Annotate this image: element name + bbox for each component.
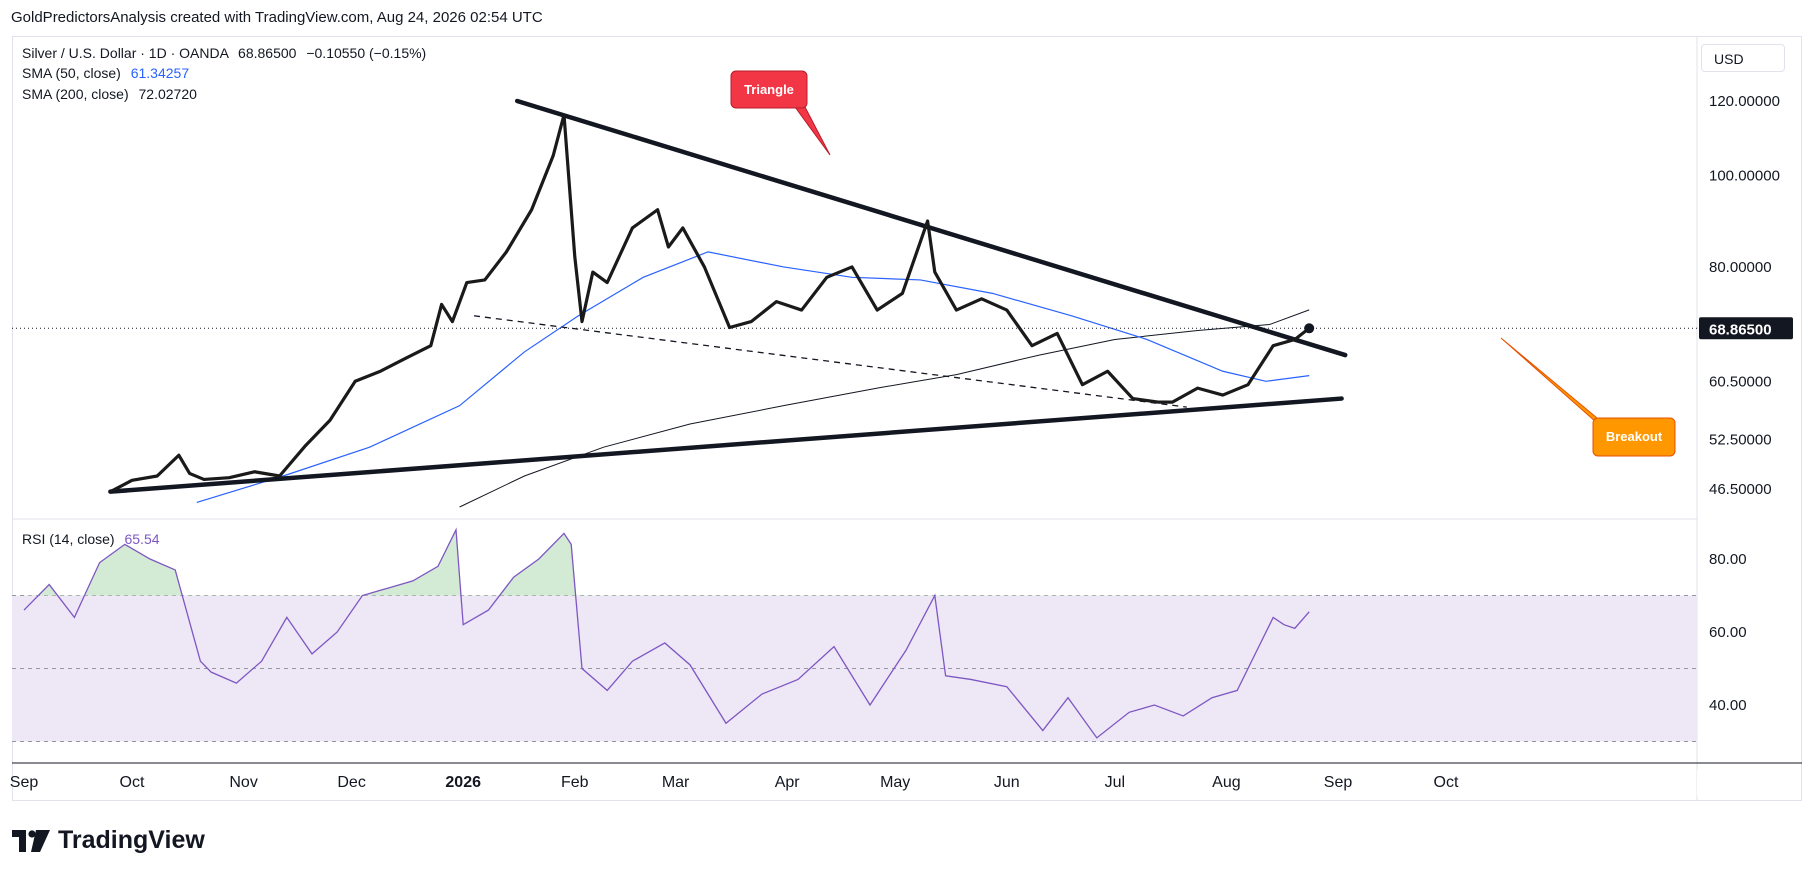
time-tick-label: Nov [229, 774, 257, 791]
axis-edge-mask [1697, 770, 1703, 796]
triangle-callout-label: Triangle [744, 82, 794, 97]
breakout-callout-pointer [1500, 337, 1606, 431]
tradingview-logo-icon [12, 829, 50, 852]
legend-rsi-label[interactable]: RSI (14, close) [22, 531, 115, 547]
legend-symbol-row: Silver / U.S. Dollar · 1D · OANDA 68.865… [22, 45, 426, 61]
time-tick-label: Jul [1105, 774, 1125, 791]
price-tick-label: 46.50000 [1709, 481, 1772, 498]
time-tick-label: Oct [120, 774, 145, 791]
price-tick-label: 52.50000 [1709, 431, 1772, 448]
tradingview-logo[interactable]: TradingView [12, 826, 205, 855]
time-tick-label: Oct [1434, 774, 1459, 791]
trendline-lower-support [108, 396, 1344, 494]
chart-attribution: GoldPredictorsAnalysis created with Trad… [11, 9, 543, 26]
legend-rsi-value: 65.54 [124, 531, 160, 547]
time-tick-label: Mar [662, 774, 690, 791]
last-price-tag [1699, 317, 1793, 340]
legend-sma50-row: SMA (50, close) 61.34257 [22, 65, 189, 81]
rsi-tick-label: 60.00 [1709, 624, 1747, 641]
last-price-tag-label: 68.86500 [1709, 321, 1772, 338]
time-tick-label: Sep [1324, 774, 1353, 791]
rsi-overbought-fill [24, 529, 1310, 596]
triangle-callout-box [730, 70, 808, 109]
legend-sma200-label[interactable]: SMA (200, close) [22, 86, 129, 102]
time-tick-label: Feb [561, 774, 589, 791]
legend-symbol[interactable]: Silver / U.S. Dollar · 1D · OANDA [22, 45, 229, 61]
currency-selector[interactable]: USD [1701, 44, 1785, 72]
tradingview-logo-text: TradingView [58, 826, 205, 854]
legend-price: 68.86500 [238, 45, 297, 61]
legend-sma200-value: 72.02720 [138, 86, 197, 102]
trendline-inner-dashed-support [473, 315, 1187, 408]
time-tick-label: Dec [337, 774, 365, 791]
legend-rsi-row: RSI (14, close) 65.54 [22, 531, 160, 547]
time-tick-label: Aug [1212, 774, 1240, 791]
sma50-line [196, 251, 1310, 503]
time-tick-label: Jun [994, 774, 1020, 791]
chart-frame [12, 36, 1802, 801]
legend-change: −0.10550 (−0.15%) [306, 45, 427, 61]
price-tick-label: 80.00000 [1709, 259, 1772, 276]
time-tick-label: Apr [775, 774, 801, 791]
breakout-callout-box [1592, 417, 1676, 457]
price-tick-label: 60.50000 [1709, 373, 1772, 390]
legend-sma50-label[interactable]: SMA (50, close) [22, 65, 121, 81]
breakout-callout-label: Breakout [1606, 429, 1663, 444]
rsi-tick-label: 40.00 [1709, 697, 1747, 714]
legend-sma200-row: SMA (200, close) 72.02720 [22, 86, 197, 102]
last-price-marker [1304, 323, 1315, 334]
rsi-line [23, 527, 1310, 739]
time-tick-label: Sep [10, 774, 39, 791]
time-tick-label: May [880, 774, 910, 791]
price-line [109, 113, 1311, 494]
triangle-callout-pointer [794, 106, 831, 156]
legend-sma50-value: 61.34257 [130, 65, 190, 81]
rsi-tick-label: 80.00 [1709, 551, 1747, 568]
sma200-line [459, 309, 1310, 508]
time-tick-label: 2026 [445, 774, 481, 791]
price-tick-label: 100.00000 [1709, 168, 1780, 185]
trendline-upper-resistance [514, 98, 1348, 358]
price-tick-label: 120.00000 [1709, 93, 1780, 110]
